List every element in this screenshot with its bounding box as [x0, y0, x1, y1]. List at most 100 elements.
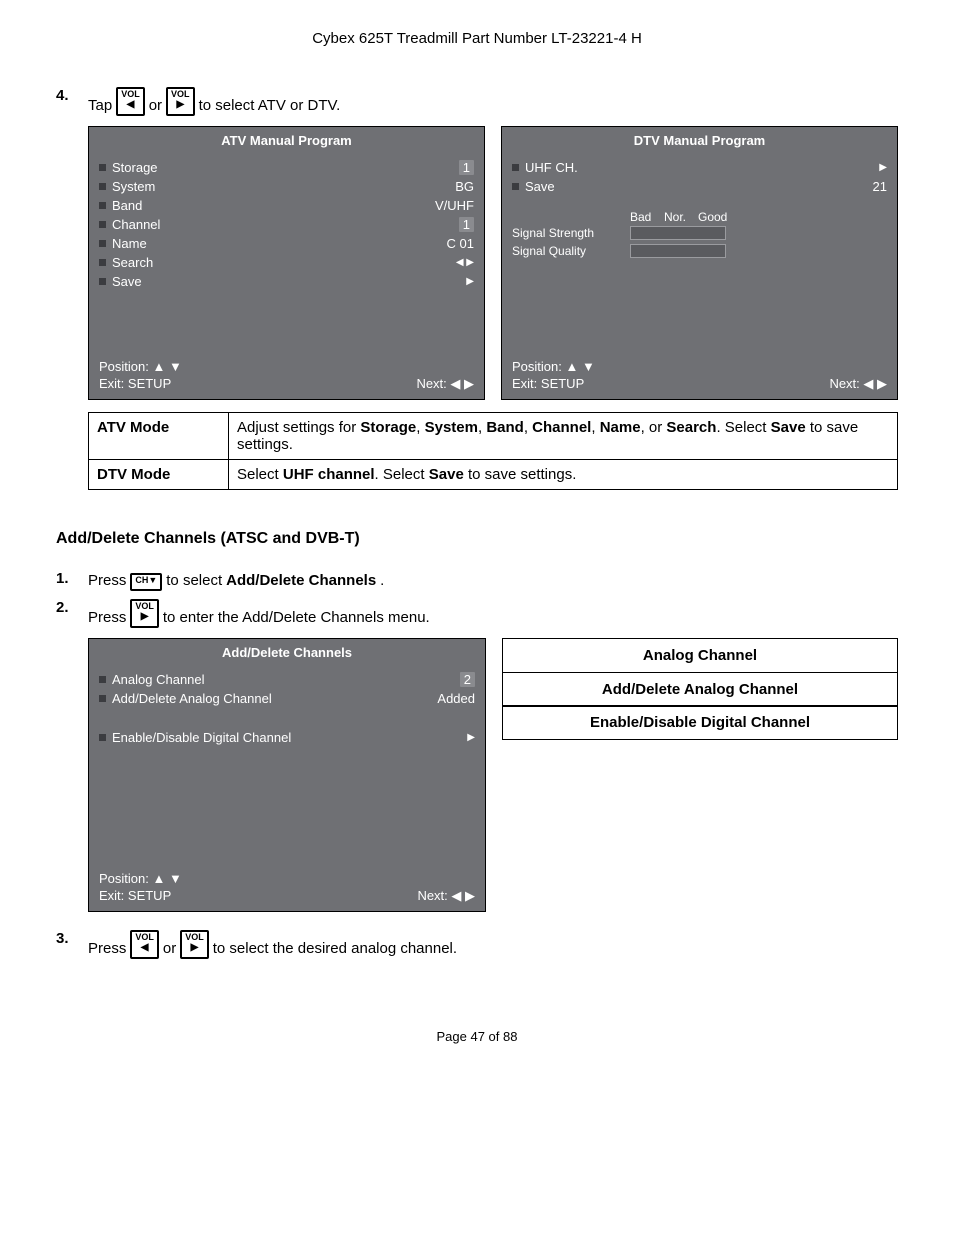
vol-right-key[interactable]: VOL ▶ [130, 599, 159, 628]
doc-header: Cybex 625T Treadmill Part Number LT-2322… [56, 30, 898, 47]
step-3: 3. Press VOL ◀ or VOL ▶ to select the de… [56, 930, 898, 959]
atv-row-label: Storage [112, 160, 158, 175]
footer-next: Next: ◀ ▶ [416, 376, 474, 392]
step-1-number: 1. [56, 570, 88, 587]
subheading: Add/Delete Channels (ATSC and DVB-T) [56, 530, 898, 548]
dtv-row-label: UHF CH. [525, 160, 578, 175]
add-row-enable[interactable]: Enable/Disable Digital Channel ▶ [99, 728, 475, 747]
add-row-value: Added [437, 691, 475, 706]
add-row-adddel[interactable]: Add/Delete Analog Channel Added [99, 689, 475, 708]
footer-next: Next: ◀ ▶ [829, 376, 887, 392]
atv-row-label: Search [112, 255, 153, 270]
dtv-mode-cell: DTV Mode [89, 460, 229, 490]
side-item-adddel[interactable]: Add/Delete Analog Channel [502, 672, 898, 707]
step-1-text-post-a: to select [166, 570, 222, 591]
dtv-panel-title: DTV Manual Program [502, 127, 897, 154]
atv-row-channel[interactable]: Channel 1 [99, 215, 474, 234]
add-panel-footer: Position: ▲ ▼ Exit: SETUPNext: ◀ ▶ [89, 866, 485, 911]
add-row-analog[interactable]: Analog Channel 2 [99, 670, 475, 689]
step-1-text-pre: Press [88, 570, 126, 591]
step-3-text-mid: or [163, 938, 176, 959]
atv-panel-footer: Position: ▲ ▼ Exit: SETUPNext: ◀ ▶ [89, 354, 484, 399]
atv-row-search[interactable]: Search ◀ ▶ [99, 253, 474, 272]
dtv-row-uhf[interactable]: UHF CH. ▶ [512, 158, 887, 177]
bullet-icon [99, 221, 106, 228]
atv-panel-title: ATV Manual Program [89, 127, 484, 154]
dtv-row-label: Save [525, 179, 555, 194]
bullet-icon [99, 164, 106, 171]
triangle-left-icon: ◀ [135, 943, 154, 953]
ch-down-key[interactable]: CH▼ [130, 573, 162, 591]
vol-right-key[interactable]: VOL ▶ [166, 87, 195, 116]
meter-label-nor: Nor. [664, 210, 698, 224]
dtv-panel: DTV Manual Program UHF CH. ▶ Save 21 Bad… [501, 126, 898, 400]
bullet-icon [512, 164, 519, 171]
atv-row-label: Channel [112, 217, 160, 232]
bullet-icon [99, 259, 106, 266]
vol-right-key-label: VOL [135, 601, 154, 611]
vol-left-key-label: VOL [135, 932, 154, 942]
atv-panel: ATV Manual Program Storage 1 System BG B… [88, 126, 485, 400]
ch-down-key-label: CH▼ [135, 575, 157, 585]
signal-strength-meter [630, 226, 726, 240]
signal-quality-label: Signal Quality [512, 244, 622, 258]
dtv-row-save[interactable]: Save 21 [512, 177, 887, 196]
atv-row-label: Name [112, 236, 147, 251]
vol-right-key-label: VOL [171, 89, 190, 99]
bullet-icon [512, 183, 519, 190]
atv-row-name[interactable]: Name C 01 [99, 234, 474, 253]
add-row-label: Analog Channel [112, 672, 205, 687]
vol-right-key[interactable]: VOL ▶ [180, 930, 209, 959]
dtv-mode-desc: Select UHF channel. Select Save to save … [229, 460, 898, 490]
vol-left-key[interactable]: VOL ◀ [116, 87, 145, 116]
atv-row-value: V/UHF [435, 198, 474, 213]
step-1-text-post-b: Add/Delete Channels [226, 570, 376, 591]
side-item-analog[interactable]: Analog Channel [502, 638, 898, 673]
step-4-number: 4. [56, 87, 88, 104]
step-2-number: 2. [56, 599, 88, 616]
atv-row-value: ▶ [466, 276, 474, 287]
step-2-text-post: to enter the Add/Delete Channels menu. [163, 607, 430, 628]
bullet-icon [99, 202, 106, 209]
add-row-value: 2 [460, 672, 475, 687]
atv-row-system[interactable]: System BG [99, 177, 474, 196]
step-2-text-pre: Press [88, 607, 126, 628]
atv-dtv-panels: ATV Manual Program Storage 1 System BG B… [88, 126, 898, 400]
vol-left-key-label: VOL [121, 89, 140, 99]
atv-mode-desc: Adjust settings for Storage, System, Ban… [229, 413, 898, 460]
side-item-enable[interactable]: Enable/Disable Digital Channel [502, 705, 898, 740]
signal-strength-row: Signal Strength [512, 224, 887, 242]
atv-row-value: C 01 [447, 236, 474, 251]
bullet-icon [99, 695, 106, 702]
add-delete-panel: Add/Delete Channels Analog Channel 2 Add… [88, 638, 486, 912]
add-row-value: ▶ [467, 732, 475, 743]
vol-left-key[interactable]: VOL ◀ [130, 930, 159, 959]
atv-row-save[interactable]: Save ▶ [99, 272, 474, 291]
footer-exit: Exit: SETUP [99, 888, 171, 904]
bullet-icon [99, 240, 106, 247]
step-2: 2. Press VOL ▶ to enter the Add/Delete C… [56, 599, 898, 628]
atv-row-label: Band [112, 198, 142, 213]
bullet-icon [99, 278, 106, 285]
atv-row-label: Save [112, 274, 142, 289]
step-4-text-mid: or [149, 95, 162, 116]
atv-row-label: System [112, 179, 155, 194]
vol-right-key-label: VOL [185, 932, 204, 942]
step-3-number: 3. [56, 930, 88, 947]
side-list: Analog Channel Add/Delete Analog Channel… [502, 638, 898, 912]
step-4-text-pre: Tap [88, 95, 112, 116]
footer-next: Next: ◀ ▶ [417, 888, 475, 904]
signal-strength-label: Signal Strength [512, 226, 622, 240]
add-delete-panel-title: Add/Delete Channels [89, 639, 485, 666]
triangle-right-icon: ▶ [185, 943, 204, 953]
atv-row-value: BG [455, 179, 474, 194]
atv-row-value: 1 [459, 217, 474, 232]
step-1: 1. Press CH▼ to select Add/Delete Channe… [56, 570, 898, 591]
triangle-right-icon: ▶ [171, 100, 190, 110]
dtv-panel-footer: Position: ▲ ▼ Exit: SETUPNext: ◀ ▶ [502, 354, 897, 399]
atv-row-storage[interactable]: Storage 1 [99, 158, 474, 177]
bullet-icon [99, 183, 106, 190]
atv-mode-cell: ATV Mode [89, 413, 229, 460]
atv-row-band[interactable]: Band V/UHF [99, 196, 474, 215]
meter-label-good: Good [698, 210, 732, 224]
